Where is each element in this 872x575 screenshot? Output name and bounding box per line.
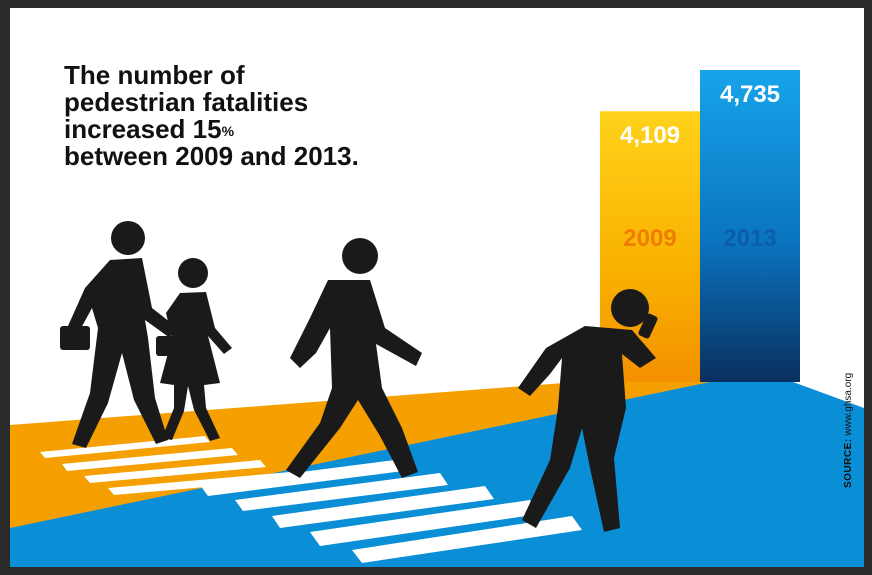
pedestrian-man-phone xyxy=(518,289,658,532)
headline-line-3: increased 15% xyxy=(64,116,444,143)
headline-line-3-text: increased 15 xyxy=(64,114,222,144)
category-label-2009: 2009 xyxy=(623,225,676,252)
category-label-2013: 2013 xyxy=(723,225,776,252)
source-url: www.ghsa.org xyxy=(843,372,854,436)
source-label: SOURCE: xyxy=(843,438,854,488)
source-credit: SOURCE: www.ghsa.org xyxy=(843,373,854,488)
headline-line-2: pedestrian fatalities xyxy=(64,87,309,117)
percent-sign: % xyxy=(221,123,235,139)
bar-2013 xyxy=(700,70,800,382)
pedestrian-man-briefcase xyxy=(60,221,175,448)
pedestrian-man-walking xyxy=(286,238,422,478)
value-label-2013: 4,735 xyxy=(720,81,780,108)
crosswalk-stripes-road xyxy=(200,460,582,563)
infographic-scene: 4,109 2009 4,735 2013 xyxy=(10,70,864,567)
headline-line-1: The number of xyxy=(64,60,245,90)
infographic-frame: 4,109 2009 4,735 2013 The number of pedestr… xyxy=(10,8,864,567)
value-label-2009: 4,109 xyxy=(620,122,680,149)
crosswalk-stripes-sidewalk xyxy=(40,436,296,495)
headline-line-4: between 2009 and 2013. xyxy=(64,141,359,171)
pedestrian-woman-purse xyxy=(156,258,232,441)
headline: The number of pedestrian fatalities incr… xyxy=(64,62,444,170)
